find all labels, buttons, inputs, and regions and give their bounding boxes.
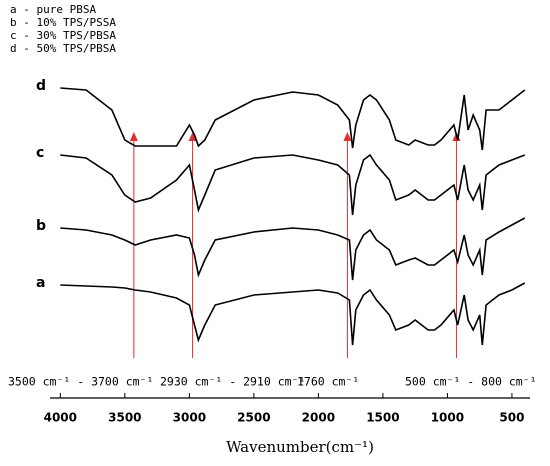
x-tick-label: 3500 [108,411,141,425]
x-tick-label: 3000 [173,411,206,425]
annotation: 1760 cm⁻¹ [297,375,359,389]
x-tick-label: 1000 [431,411,464,425]
x-tick-label: 4000 [44,411,77,425]
x-axis-label: Wavenumber(cm⁻¹) [226,438,374,456]
x-tick-label: 500 [499,411,524,425]
legend-text: a - pure PBSA [10,3,96,16]
spectrum-line [60,217,526,281]
marker-arrow [188,132,197,141]
series-label: a [36,275,45,291]
series-label: b [36,218,46,234]
x-tick-label: 2000 [302,411,335,425]
x-tick-label: 1500 [366,411,399,425]
legend-text: c - 30% TPS/PBSA [10,29,116,42]
spectrum-line [60,282,526,346]
series-label: d [36,78,46,94]
series-label: c [36,145,44,161]
marker-arrow [343,132,352,141]
annotation: 3500 cm⁻¹ - 3700 cm⁻¹ [8,375,153,389]
spectrum-line [60,87,526,151]
marker-arrow [129,132,138,141]
x-tick-label: 2500 [237,411,270,425]
annotation: 500 cm⁻¹ - 800 cm⁻¹ [405,375,537,389]
legend-text: d - 50% TPS/PBSA [10,42,116,55]
spectrum-line [60,153,526,216]
annotation: 2930 cm⁻¹ - 2910 cm⁻¹ [160,375,305,389]
legend-text: b - 10% TPS/PSSA [10,16,116,29]
